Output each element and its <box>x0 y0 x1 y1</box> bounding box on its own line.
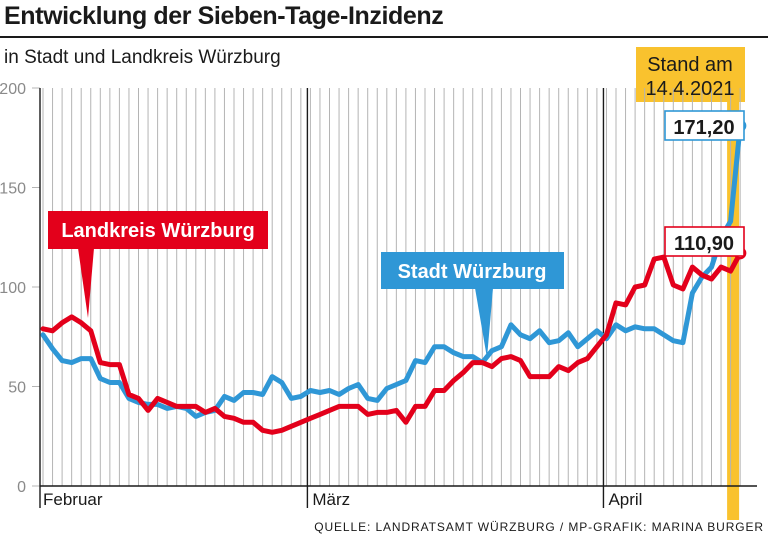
legend-label-landkreis: Landkreis Würzburg <box>61 220 254 242</box>
stand-label-line1: Stand am <box>647 54 733 76</box>
series-line-landkreis <box>40 250 743 435</box>
value-box-stadt <box>664 110 745 141</box>
y-tick-label: 0 <box>17 479 26 496</box>
value-box-landkreis <box>664 226 745 257</box>
x-axis-label: April <box>608 490 642 509</box>
legend-box-stadt <box>381 252 564 289</box>
source-credit: QUELLE: LANDRATSAMT WÜRZBURG / MP-GRAFIK… <box>314 520 764 534</box>
legend-box-landkreis <box>48 211 268 249</box>
value-label-stadt: 171,20 <box>673 117 734 139</box>
legend-pointer-landkreis <box>78 248 94 318</box>
legend-pointer-stadt <box>475 288 493 358</box>
y-tick-label: 150 <box>0 181 26 198</box>
y-tick-label: 200 <box>0 81 26 98</box>
stand-label-line2: 14.4.2021 <box>646 78 735 100</box>
legend-label-stadt: Stadt Würzburg <box>398 261 547 283</box>
chart-subtitle: in Stadt und Landkreis Würzburg <box>4 47 281 68</box>
y-tick-label: 100 <box>0 280 26 297</box>
series-line-stadt <box>40 123 743 419</box>
x-axis-label: März <box>312 490 350 509</box>
title-divider <box>0 36 768 38</box>
value-label-landkreis: 110,90 <box>674 233 734 255</box>
y-tick-label: 50 <box>8 380 26 397</box>
chart-title: Entwicklung der Sieben-Tage-Inzidenz <box>4 2 444 30</box>
x-axis-label: Februar <box>43 490 103 509</box>
